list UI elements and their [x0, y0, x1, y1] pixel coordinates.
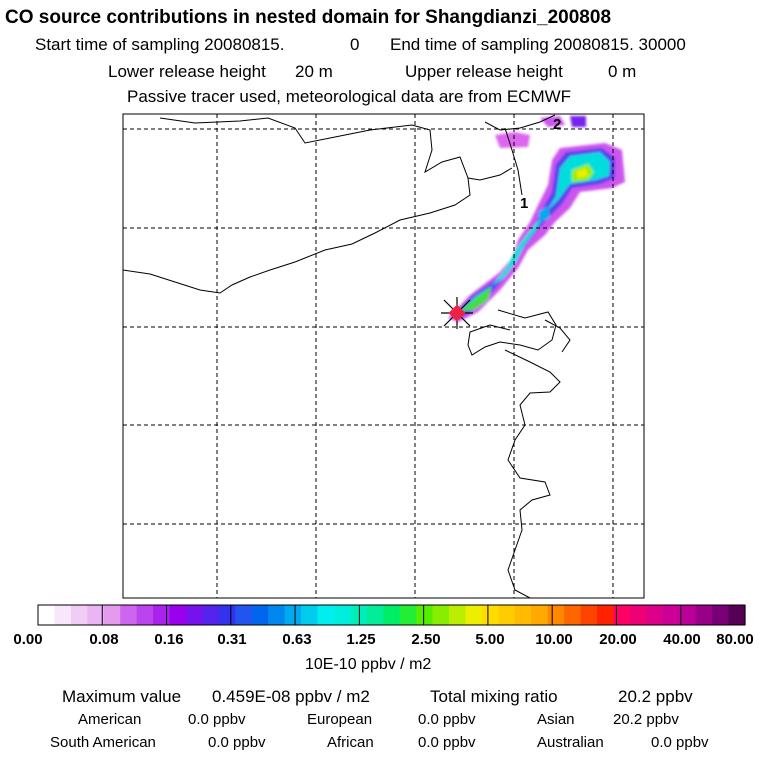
colorbar-cell: [38, 605, 56, 625]
colorbar-tick: 0.63: [282, 631, 312, 648]
colorbar-cell: [531, 605, 549, 625]
region-name: Asian: [537, 711, 575, 728]
region-name: South American: [50, 734, 156, 751]
colorbar-cell: [514, 605, 532, 625]
region-value: 0.0 ppbv: [418, 711, 476, 728]
grid-lines: [123, 114, 644, 598]
colorbar-cell: [383, 605, 401, 625]
colorbar-tick: 0.00: [13, 631, 43, 648]
region-value: 0.0 ppbv: [188, 711, 246, 728]
colorbar-cell: [662, 605, 680, 625]
tracer-note: Passive tracer used, meteorological data…: [127, 87, 572, 106]
colorbar-cell: [597, 605, 615, 625]
colorbar-cell: [580, 605, 598, 625]
colorbar-cell: [629, 605, 647, 625]
colorbar-cell: [449, 605, 467, 625]
start-time-value: 0: [350, 35, 360, 54]
coastline: [123, 114, 571, 598]
colorbar-cell: [70, 605, 88, 625]
colorbar-cell: [251, 605, 269, 625]
colorbar-cell: [366, 605, 384, 625]
upper-release-value: 0 m: [608, 62, 637, 81]
region-value: 0.0 ppbv: [208, 734, 266, 751]
colorbar-cell: [185, 605, 204, 625]
contour-label-2: 2: [553, 116, 561, 133]
region-name: European: [307, 711, 373, 728]
max-value: 0.459E-08 ppbv / m2: [212, 687, 370, 706]
region-value: 0.0 ppbv: [418, 734, 476, 751]
colorbar-tick: 40.00: [663, 631, 701, 648]
colorbar-tick: 2.50: [411, 631, 441, 648]
region-name: Australian: [537, 734, 604, 751]
colorbar-cell: [679, 605, 697, 625]
end-time-label: End time of sampling 20080815. 30000: [390, 35, 686, 54]
colorbar-tick: 10.00: [535, 631, 573, 648]
colorbar-cell: [613, 605, 631, 625]
colorbar-tick: 1.25: [346, 631, 376, 648]
total-mixing-value: 20.2 ppbv: [618, 687, 693, 706]
colorbar-cell: [465, 605, 483, 625]
contour-label-1: 1: [520, 195, 528, 212]
colorbar-cell: [432, 605, 450, 625]
total-mixing-label: Total mixing ratio: [430, 687, 558, 706]
region-name: African: [327, 734, 374, 751]
colorbar-tick: 0.31: [217, 631, 247, 648]
colorbar-tick: 20.00: [599, 631, 637, 648]
colorbar-cell: [695, 605, 713, 625]
chart-title: CO source contributions in nested domain…: [5, 7, 612, 28]
colorbar-dividers: [101, 605, 682, 625]
colorbar-cell: [202, 605, 220, 625]
colorbar-cell: [136, 605, 154, 625]
colorbar-cell: [564, 605, 582, 625]
lower-release-label: Lower release height: [108, 62, 266, 81]
colorbar-cell: [547, 605, 565, 625]
colorbar-cell: [333, 605, 351, 625]
colorbar-cell: [268, 605, 286, 625]
lower-release-value: 20 m: [295, 62, 333, 81]
start-time-label: Start time of sampling 20080815.: [35, 35, 285, 54]
colorbar-cell: [103, 605, 121, 625]
plume: [448, 116, 625, 322]
region-value: 20.2 ppbv: [613, 711, 679, 728]
colorbar-cell: [646, 605, 664, 625]
upper-release-label: Upper release height: [405, 62, 563, 81]
colorbar-cell: [284, 605, 302, 625]
map-frame: [122, 113, 645, 599]
colorbar-tick: 0.16: [154, 631, 184, 648]
colorbar-cell: [235, 605, 253, 625]
colorbar-cell: [498, 605, 516, 625]
colorbar-cell: [728, 605, 746, 625]
colorbar-cell: [399, 605, 417, 625]
region-name: American: [78, 711, 142, 728]
colorbar-tick: 80.00: [716, 631, 754, 648]
colorbar-cell: [218, 605, 236, 625]
map-area: 1 2: [123, 114, 644, 598]
colorbar-cell: [481, 605, 499, 625]
colorbar-cell: [712, 605, 730, 625]
colorbar-frame: [37, 604, 746, 626]
colorbar-cell: [416, 605, 434, 625]
colorbar-cell: [54, 605, 72, 625]
colorbar-unit: 10E-10 ppbv / m2: [305, 656, 432, 673]
colorbar-tick: 5.00: [475, 631, 505, 648]
colorbar-cell: [301, 605, 319, 625]
colorbar-cell: [120, 605, 138, 625]
colorbar-cell: [317, 605, 335, 625]
colorbar-cell: [153, 605, 171, 625]
colorbar: [38, 605, 746, 625]
max-value-label: Maximum value: [62, 687, 182, 706]
region-value: 0.0 ppbv: [651, 734, 709, 751]
release-site-marker: [441, 297, 473, 329]
colorbar-cell: [87, 605, 105, 625]
colorbar-tick: 0.08: [89, 631, 119, 648]
colorbar-cell: [169, 605, 187, 625]
